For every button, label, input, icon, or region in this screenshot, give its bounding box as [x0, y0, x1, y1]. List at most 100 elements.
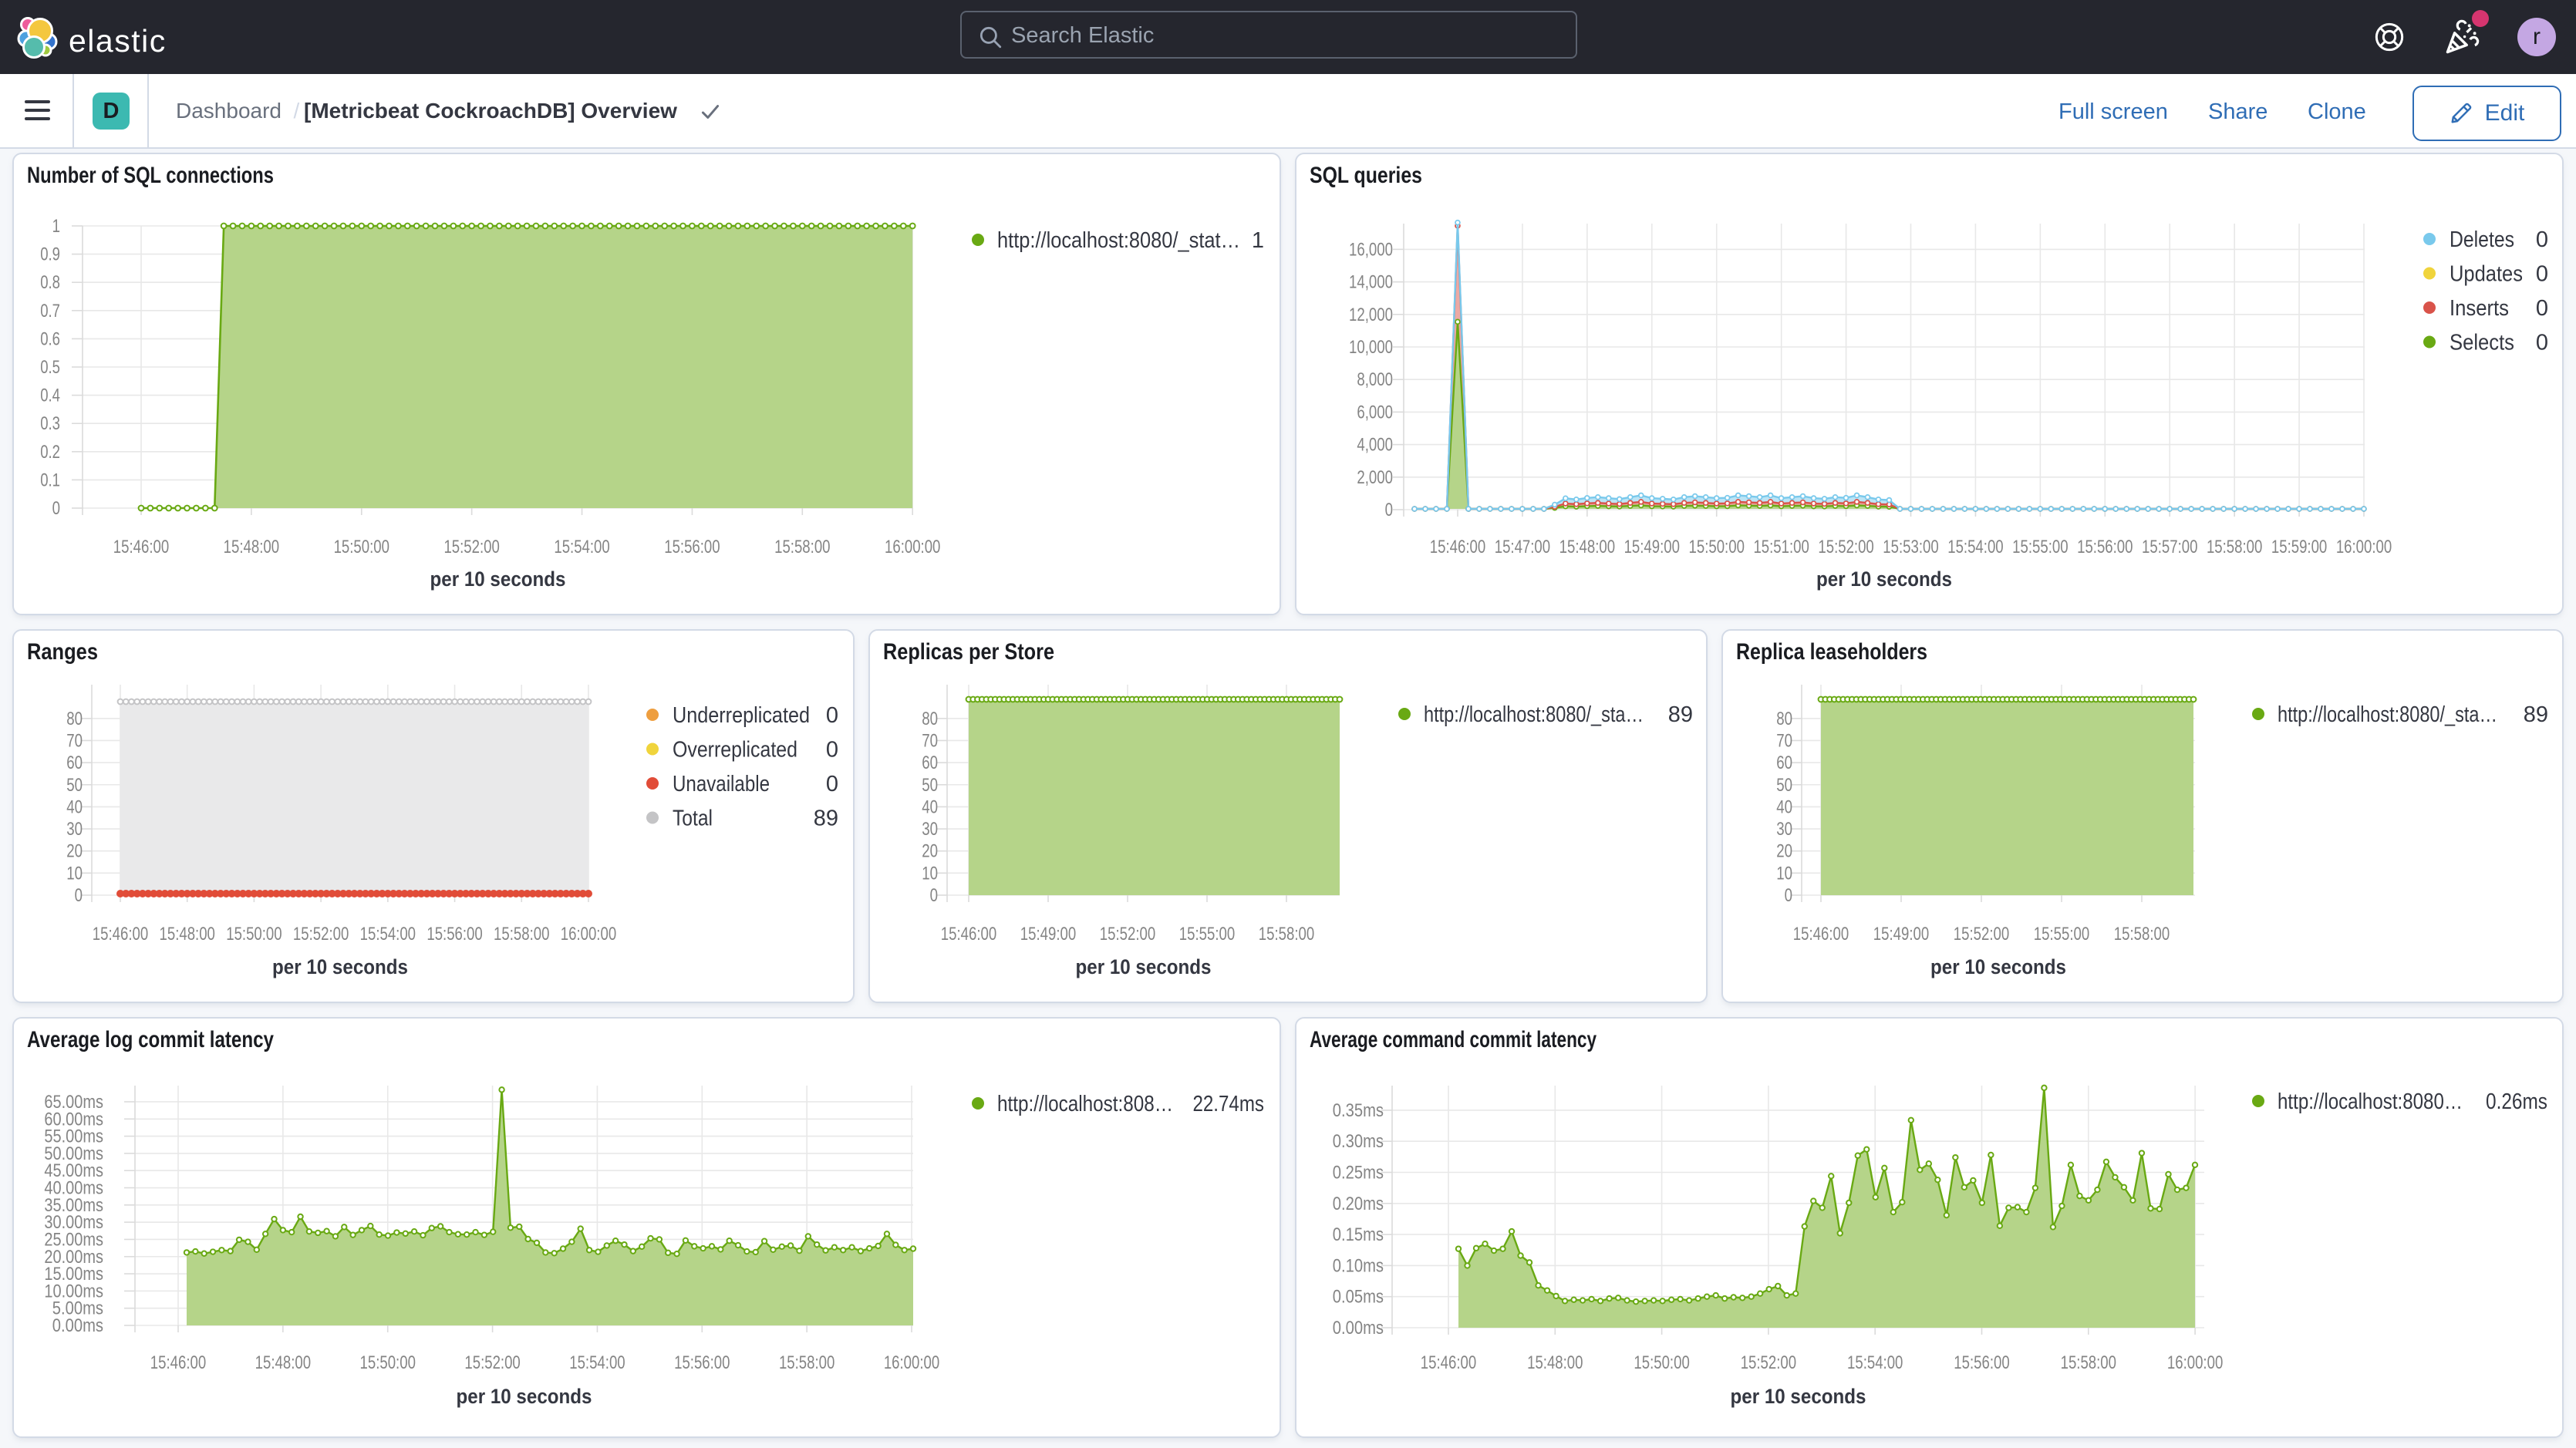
svg-text:6,000: 6,000	[1357, 402, 1393, 423]
svg-text:10: 10	[66, 863, 83, 884]
svg-text:Overreplicated: Overreplicated	[673, 738, 797, 763]
svg-text:0.10ms: 0.10ms	[1333, 1255, 1384, 1276]
svg-text:15:54:00: 15:54:00	[360, 924, 416, 945]
svg-text:80: 80	[1776, 709, 1792, 729]
svg-text:per 10 seconds: per 10 seconds	[1731, 1385, 1866, 1408]
svg-text:15:46:00: 15:46:00	[1793, 924, 1849, 945]
svg-text:http://localhost:8080…: http://localhost:8080…	[2278, 1089, 2463, 1114]
svg-text:60: 60	[66, 753, 83, 773]
svg-text:Replica leaseholders: Replica leaseholders	[1736, 639, 1927, 665]
svg-text:1: 1	[52, 216, 60, 237]
svg-text:15:56:00: 15:56:00	[427, 924, 482, 945]
svg-text:15:50:00: 15:50:00	[1634, 1352, 1689, 1373]
svg-text:40.00ms: 40.00ms	[44, 1178, 103, 1199]
svg-text:per 10 seconds: per 10 seconds	[1930, 955, 2066, 978]
svg-text:0: 0	[2536, 296, 2548, 321]
svg-text:0: 0	[2536, 331, 2548, 355]
svg-text:40: 40	[66, 796, 83, 817]
svg-text:55.00ms: 55.00ms	[44, 1126, 103, 1147]
svg-text:Updates: Updates	[2450, 262, 2523, 287]
svg-text:60: 60	[1776, 753, 1792, 773]
svg-text:16:00:00: 16:00:00	[885, 537, 940, 557]
svg-text:15:50:00: 15:50:00	[334, 537, 389, 557]
svg-text:15:51:00: 15:51:00	[1753, 537, 1809, 557]
svg-text:http://localhost:8080/_stat…: http://localhost:8080/_stat…	[997, 228, 1240, 253]
svg-text:70: 70	[922, 730, 938, 751]
svg-text:12,000: 12,000	[1349, 305, 1393, 325]
svg-text:40: 40	[922, 796, 938, 817]
svg-text:30: 30	[1776, 819, 1792, 840]
svg-text:Selects: Selects	[2450, 331, 2514, 355]
svg-text:15:46:00: 15:46:00	[150, 1352, 206, 1373]
svg-text:0.05ms: 0.05ms	[1333, 1287, 1384, 1308]
svg-text:80: 80	[66, 709, 83, 729]
svg-text:20.00ms: 20.00ms	[44, 1247, 103, 1268]
svg-text:per 10 seconds: per 10 seconds	[457, 1385, 592, 1408]
svg-text:per 10 seconds: per 10 seconds	[1076, 955, 1212, 978]
svg-text:20: 20	[66, 841, 83, 862]
svg-text:2,000: 2,000	[1357, 467, 1393, 488]
svg-text:0: 0	[1785, 885, 1792, 906]
svg-text:4,000: 4,000	[1357, 435, 1393, 456]
svg-text:15:56:00: 15:56:00	[1954, 1352, 2009, 1373]
svg-text:15:49:00: 15:49:00	[1020, 924, 1076, 945]
svg-text:89: 89	[814, 807, 838, 831]
svg-text:15:46:00: 15:46:00	[93, 924, 148, 945]
svg-text:60: 60	[922, 753, 938, 773]
svg-text:15:59:00: 15:59:00	[2271, 537, 2327, 557]
svg-text:25.00ms: 25.00ms	[44, 1229, 103, 1250]
svg-text:15:58:00: 15:58:00	[2114, 924, 2170, 945]
svg-text:10.00ms: 10.00ms	[44, 1281, 103, 1302]
svg-text:14,000: 14,000	[1349, 272, 1393, 293]
svg-text:15:52:00: 15:52:00	[1818, 537, 1873, 557]
svg-text:30: 30	[66, 819, 83, 840]
svg-text:16:00:00: 16:00:00	[2167, 1352, 2223, 1373]
svg-text:per 10 seconds: per 10 seconds	[272, 955, 408, 978]
svg-text:Inserts: Inserts	[2450, 296, 2509, 321]
svg-text:15:55:00: 15:55:00	[2034, 924, 2089, 945]
svg-text:35.00ms: 35.00ms	[44, 1195, 103, 1216]
svg-text:15:58:00: 15:58:00	[2207, 537, 2262, 557]
svg-text:per 10 seconds: per 10 seconds	[430, 567, 566, 591]
svg-text:0: 0	[2536, 227, 2548, 252]
svg-text:0.9: 0.9	[40, 244, 60, 265]
svg-text:0: 0	[2536, 262, 2548, 287]
svg-text:45.00ms: 45.00ms	[44, 1160, 103, 1181]
svg-text:50: 50	[1776, 775, 1792, 796]
svg-text:15:56:00: 15:56:00	[664, 537, 720, 557]
svg-text:0.00ms: 0.00ms	[1333, 1318, 1384, 1339]
svg-text:70: 70	[66, 730, 83, 751]
svg-text:16:00:00: 16:00:00	[2336, 537, 2392, 557]
svg-text:Average log commit latency: Average log commit latency	[27, 1027, 274, 1052]
svg-text:16:00:00: 16:00:00	[561, 924, 616, 945]
svg-text:15:58:00: 15:58:00	[779, 1352, 835, 1373]
svg-text:20: 20	[922, 841, 938, 862]
svg-text:15:52:00: 15:52:00	[293, 924, 349, 945]
svg-text:0.7: 0.7	[40, 301, 60, 322]
svg-text:15:48:00: 15:48:00	[160, 924, 215, 945]
svg-text:60.00ms: 60.00ms	[44, 1109, 103, 1130]
svg-text:0.4: 0.4	[40, 386, 60, 406]
svg-text:0: 0	[52, 498, 60, 519]
svg-text:per 10 seconds: per 10 seconds	[1816, 567, 1952, 591]
svg-text:15.00ms: 15.00ms	[44, 1264, 103, 1285]
svg-text:40: 40	[1776, 796, 1792, 817]
svg-text:Deletes: Deletes	[2450, 227, 2514, 252]
svg-text:0.1: 0.1	[40, 470, 60, 490]
svg-text:15:58:00: 15:58:00	[494, 924, 549, 945]
svg-text:0: 0	[826, 738, 838, 763]
svg-text:15:50:00: 15:50:00	[1689, 537, 1745, 557]
svg-text:70: 70	[1776, 730, 1792, 751]
svg-text:5.00ms: 5.00ms	[52, 1298, 103, 1319]
svg-text:15:47:00: 15:47:00	[1495, 537, 1550, 557]
svg-text:Replicas per Store: Replicas per Store	[883, 639, 1054, 665]
svg-text:SQL queries: SQL queries	[1310, 163, 1422, 188]
svg-text:15:54:00: 15:54:00	[1847, 1352, 1903, 1373]
svg-text:15:55:00: 15:55:00	[2012, 537, 2068, 557]
svg-text:16,000: 16,000	[1349, 239, 1393, 260]
svg-text:Average command commit latency: Average command commit latency	[1310, 1027, 1597, 1052]
svg-text:89: 89	[1668, 702, 1693, 727]
svg-text:15:50:00: 15:50:00	[226, 924, 282, 945]
svg-text:15:48:00: 15:48:00	[255, 1352, 311, 1373]
svg-text:20: 20	[1776, 841, 1792, 862]
